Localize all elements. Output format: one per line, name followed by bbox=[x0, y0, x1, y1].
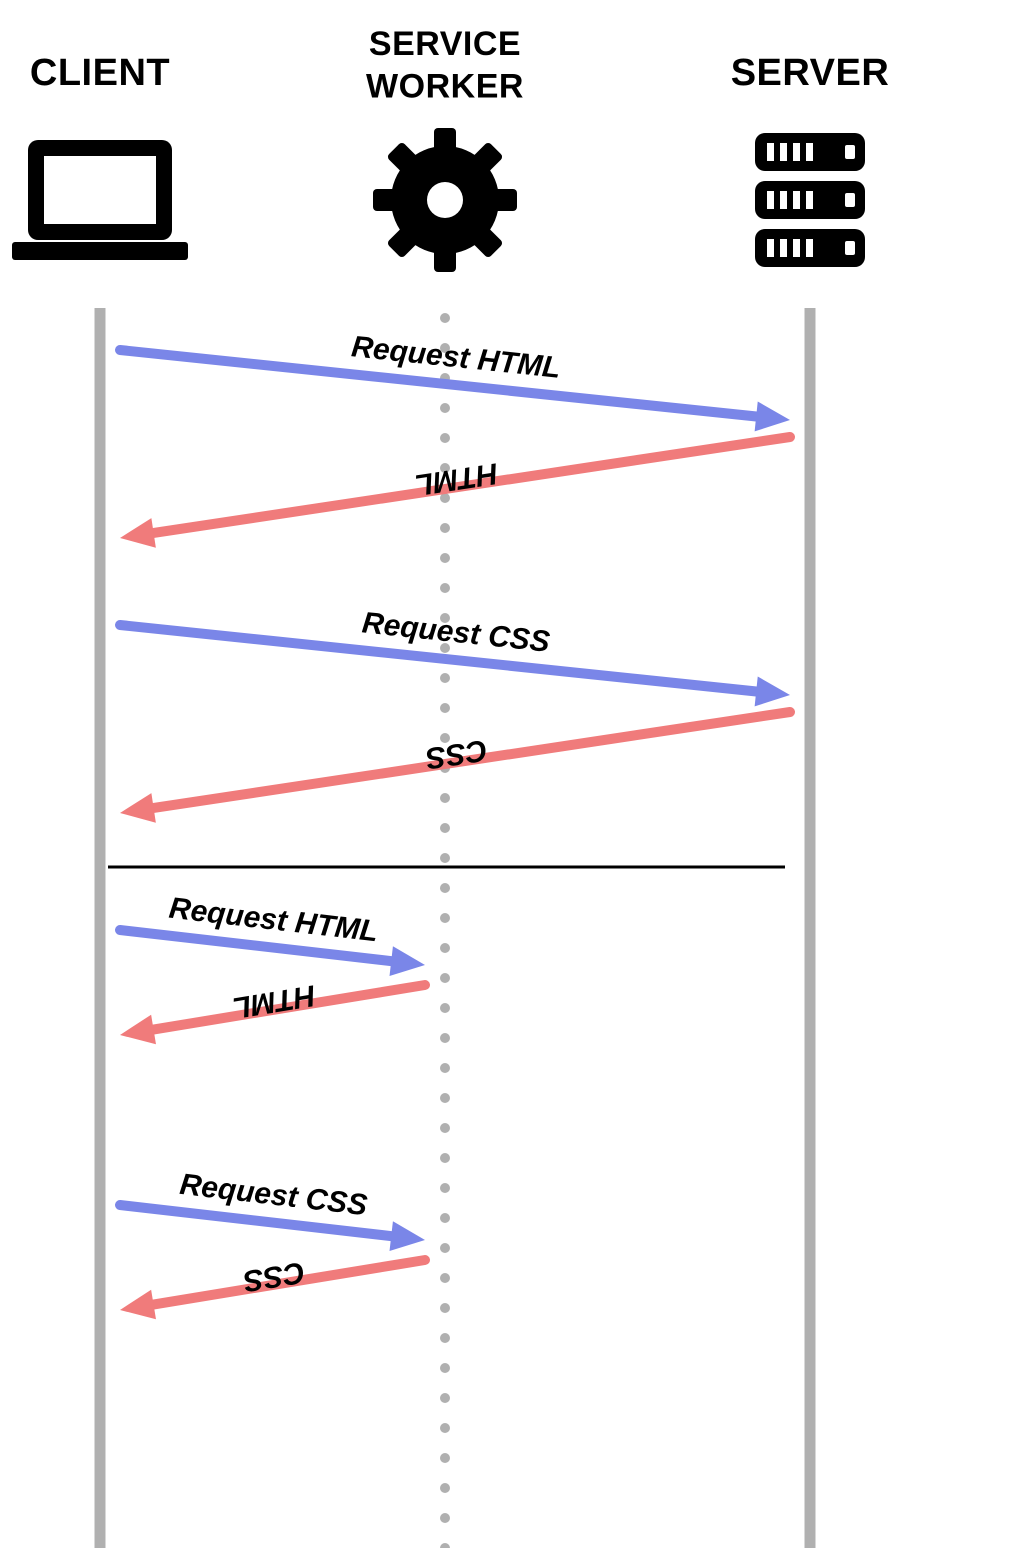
lifeline-worker-dot bbox=[440, 1033, 450, 1043]
lifeline-worker-dot bbox=[440, 913, 450, 923]
lifeline-worker-dot bbox=[440, 403, 450, 413]
lifeline-worker-dot bbox=[440, 1303, 450, 1313]
message-2: Request CSS bbox=[120, 606, 790, 706]
message-4: Request HTML bbox=[120, 892, 425, 976]
lifeline-worker-dot bbox=[440, 523, 450, 533]
lifeline-worker-dot bbox=[440, 1123, 450, 1133]
message-label-3: CSS bbox=[423, 733, 489, 775]
lifeline-worker-dot bbox=[440, 853, 450, 863]
lifeline-worker-dot bbox=[440, 1213, 450, 1223]
lifeline-worker-dot bbox=[440, 1513, 450, 1523]
message-label-5: HTML bbox=[230, 978, 318, 1024]
message-7: CSS bbox=[120, 1255, 425, 1319]
lifeline-worker-dot bbox=[440, 1543, 450, 1548]
lifeline-worker-dot bbox=[440, 1243, 450, 1253]
message-5: HTML bbox=[120, 978, 425, 1044]
lifeline-worker-dot bbox=[440, 973, 450, 983]
message-1: HTML bbox=[120, 437, 790, 548]
lifeline-worker-dot bbox=[440, 1183, 450, 1193]
header-client: CLIENT bbox=[30, 52, 170, 94]
lifeline-worker-dot bbox=[440, 313, 450, 323]
lifeline-worker-dot bbox=[440, 553, 450, 563]
lifeline-worker-dot bbox=[440, 1273, 450, 1283]
lifeline-worker-dot bbox=[440, 883, 450, 893]
header-server: SERVER bbox=[731, 52, 890, 94]
lifeline-worker-dot bbox=[440, 433, 450, 443]
lifeline-worker-dot bbox=[440, 703, 450, 713]
lifeline-worker-dot bbox=[440, 943, 450, 953]
lifeline-worker-dot bbox=[440, 1363, 450, 1373]
message-3: CSS bbox=[120, 712, 790, 823]
lifeline-worker-dot bbox=[440, 1333, 450, 1343]
lifeline-worker-dot bbox=[440, 1393, 450, 1403]
message-label-1: HTML bbox=[413, 456, 500, 501]
message-0: Request HTML bbox=[120, 330, 790, 431]
lifeline-worker-dot bbox=[440, 673, 450, 683]
header-worker: SERVICEWORKER bbox=[366, 25, 524, 106]
sequence-diagram: CLIENTSERVICEWORKERSERVERRequest HTMLHTM… bbox=[0, 0, 1012, 1548]
message-label-7: CSS bbox=[241, 1255, 307, 1298]
laptop-icon bbox=[12, 140, 188, 260]
gear-icon bbox=[373, 128, 517, 272]
lifeline-worker-dot bbox=[440, 793, 450, 803]
lifeline-worker-dot bbox=[440, 1003, 450, 1013]
lifeline-worker-dot bbox=[440, 1453, 450, 1463]
message-6: Request CSS bbox=[120, 1168, 425, 1251]
lifeline-worker-dot bbox=[440, 1483, 450, 1493]
lifeline-worker-dot bbox=[440, 823, 450, 833]
lifeline-worker-dot bbox=[440, 583, 450, 593]
lifeline-worker-dot bbox=[440, 1063, 450, 1073]
lifeline-worker-dot bbox=[440, 1093, 450, 1103]
lifeline-worker-dot bbox=[440, 1423, 450, 1433]
lifeline-worker-dot bbox=[440, 1153, 450, 1163]
server-icon bbox=[755, 133, 865, 267]
